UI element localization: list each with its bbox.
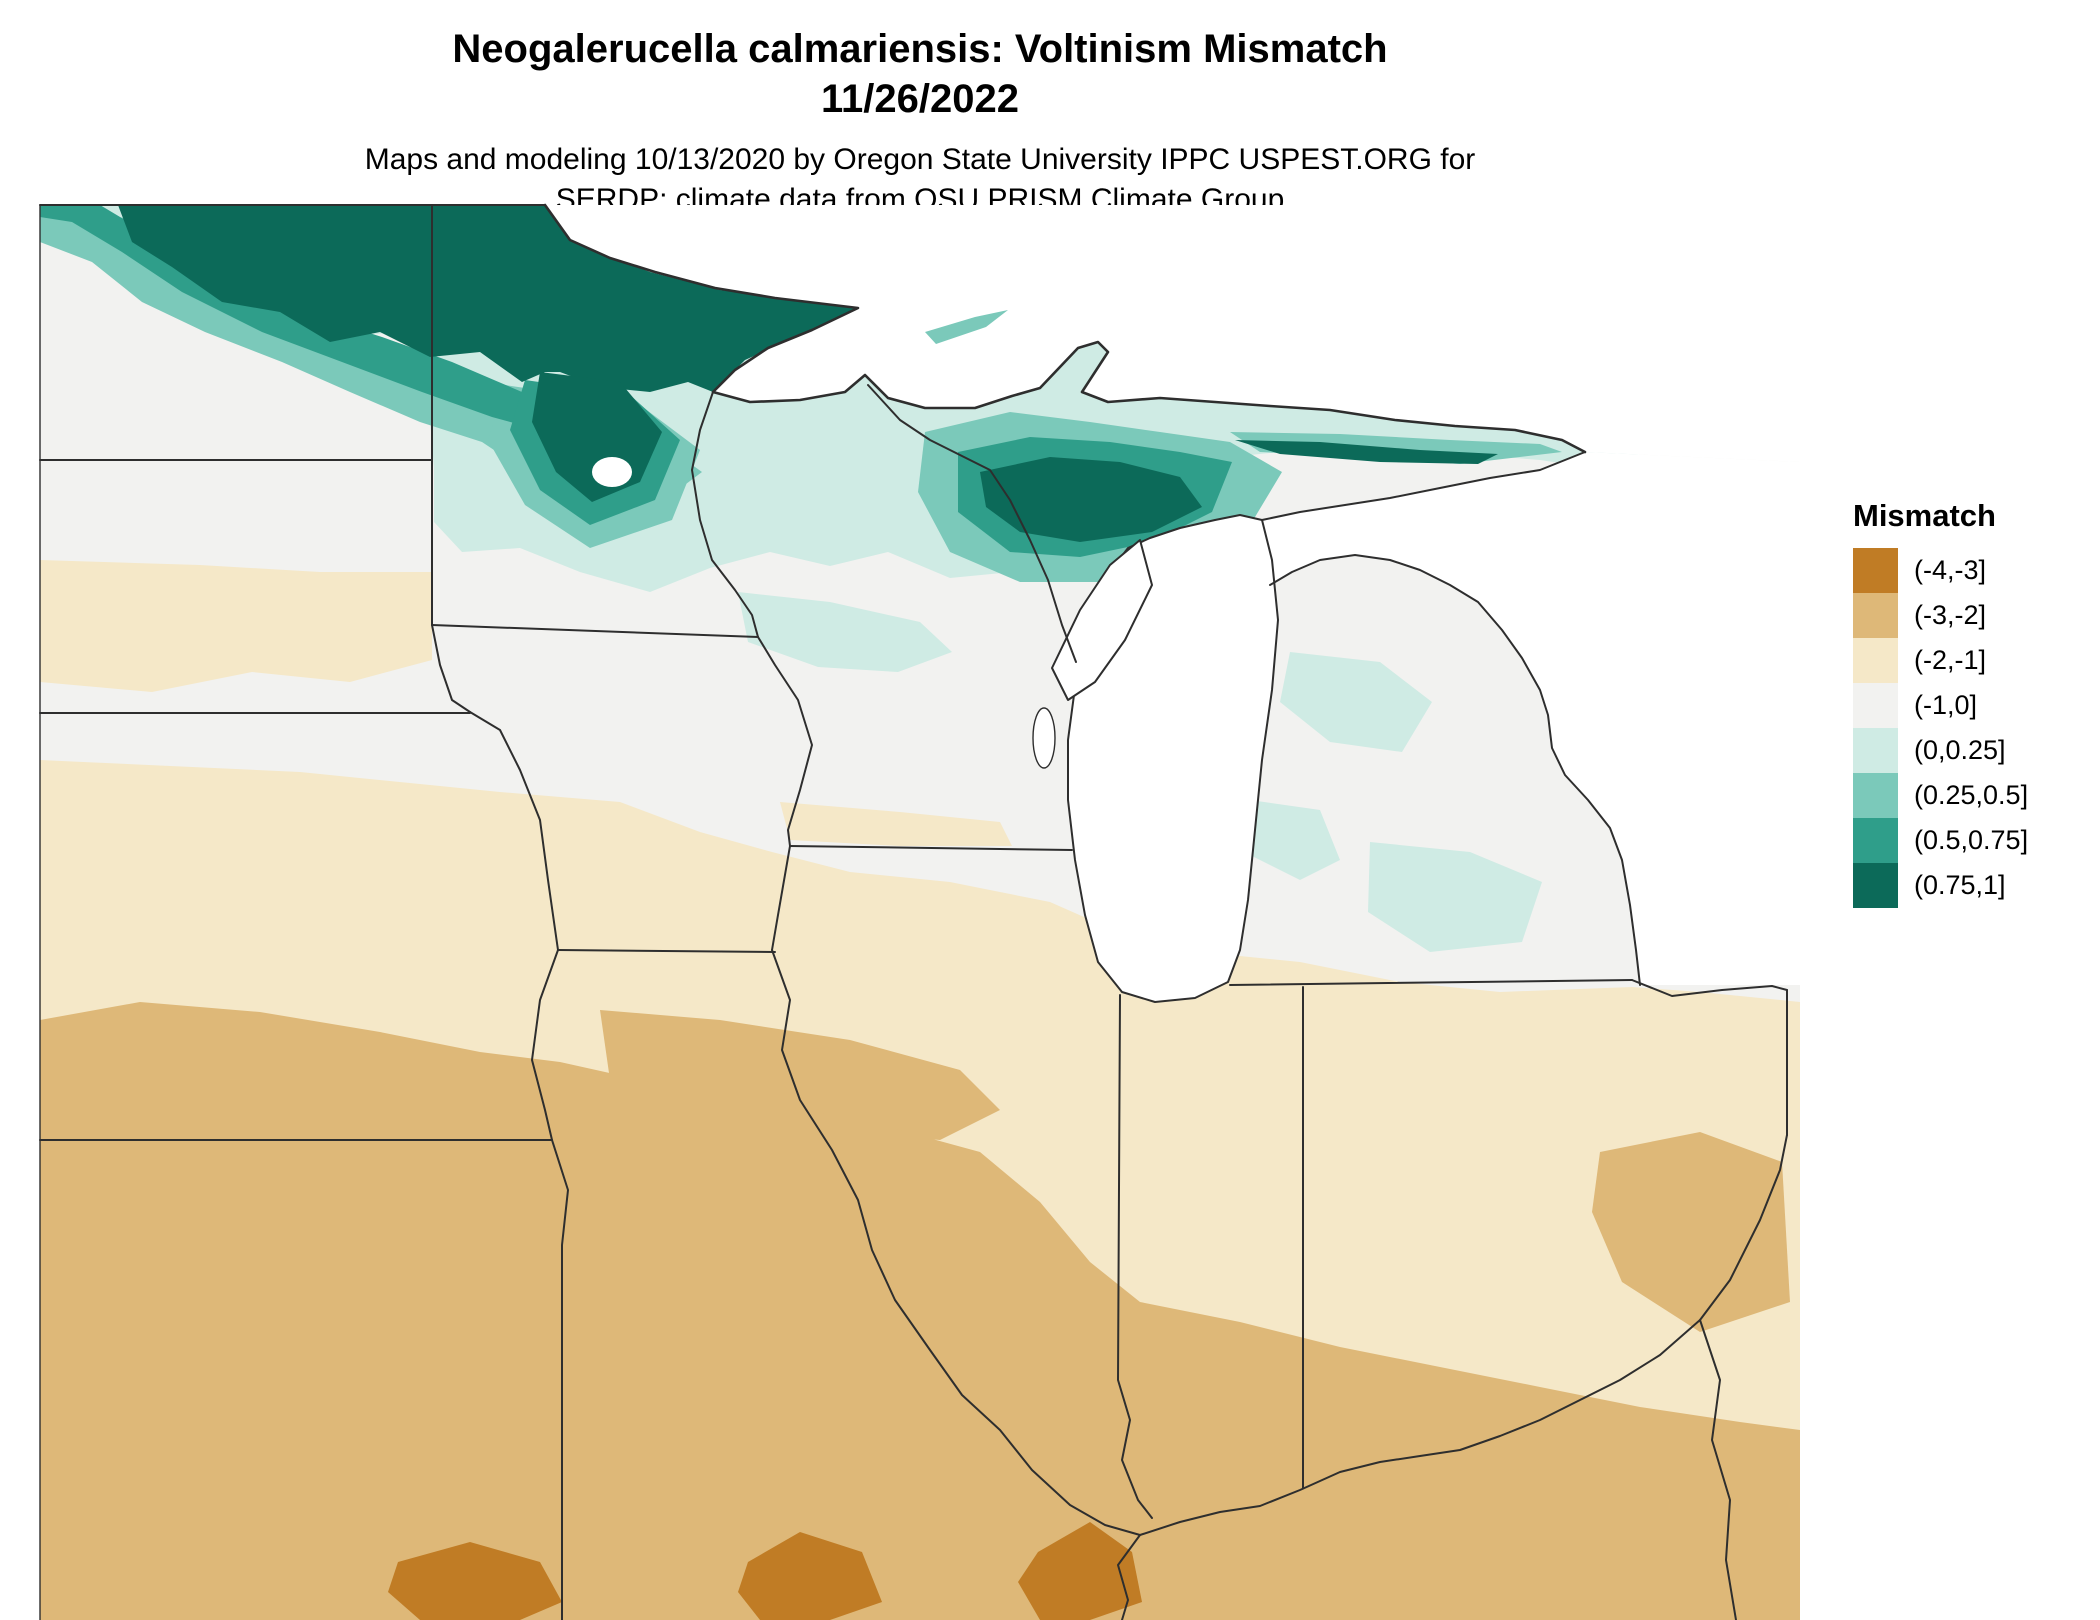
region-cream-dakotas-band <box>40 560 432 692</box>
border-il-in <box>1117 994 1153 1519</box>
legend-swatch <box>1853 683 1898 728</box>
region-teal1-central-wisconsin <box>738 592 952 672</box>
legend-item: (-4,-3] <box>1853 548 2028 593</box>
lake-mille-lacs <box>592 457 632 487</box>
legend-label: (0.75,1] <box>1914 870 2006 900</box>
lake-superior <box>545 205 1800 462</box>
legend-title: Mismatch <box>1853 498 1996 533</box>
border-wi-mi <box>867 384 1077 663</box>
map-subtitle-line1: Maps and modeling 10/13/2020 by Oregon S… <box>364 143 1476 176</box>
region-tan-southeast-ohio <box>1592 1132 1790 1332</box>
border-minnesota-south <box>431 624 759 638</box>
region-teal4-up-shore <box>1235 440 1498 464</box>
legend-swatch <box>1853 818 1898 863</box>
region-teal4-northwoods-core <box>980 457 1202 542</box>
legend-swatch <box>1853 593 1898 638</box>
legend-swatch <box>1853 548 1898 593</box>
lake-winnebago <box>1032 707 1056 769</box>
border-ohio-river <box>1139 1134 1788 1536</box>
legend-label: (0.25,0.5] <box>1914 780 2029 810</box>
legend-item: (0,0.25] <box>1853 728 2028 773</box>
border-ks-mo <box>551 1139 569 1620</box>
legend-label: (0.5,0.75] <box>1914 825 2029 855</box>
border-missouri-river-ne-ia <box>469 711 559 951</box>
border-ky-wv <box>1699 1319 1737 1620</box>
legend-label: (-3,-2] <box>1914 600 1987 630</box>
lower-michigan-east-shore <box>1269 554 1641 986</box>
legend-item: (0.25,0.5] <box>1853 773 2028 818</box>
legend-swatch <box>1853 728 1898 773</box>
legend-item: (-1,0] <box>1853 683 2028 728</box>
region-orange-southwest-missouri <box>738 1532 882 1620</box>
isle-royale <box>925 310 1008 344</box>
border-missouri-river-ne-mo <box>531 949 559 1141</box>
map-date: 11/26/2022 <box>821 77 1019 121</box>
region-orange-southeast-missouri <box>1018 1522 1142 1620</box>
border-mn-wi <box>691 391 759 638</box>
legend-label: (0,0.25] <box>1914 735 2006 765</box>
legend-item: (-3,-2] <box>1853 593 2028 638</box>
region-cream-south-wisconsin <box>780 802 1012 846</box>
legend-label: (-2,-1] <box>1914 645 1987 675</box>
region-teal1-north-lower-michigan <box>1280 652 1432 752</box>
green-bay <box>1051 539 1153 701</box>
region-teal1-west-lower-michigan <box>1250 800 1340 880</box>
legend-swatch <box>1853 638 1898 683</box>
border-iowa-south <box>557 949 776 953</box>
border-wi-il <box>789 845 1073 851</box>
border-iowa-west <box>431 624 471 713</box>
legend-label: (-4,-3] <box>1914 555 1987 585</box>
region-orange-south-kansas <box>388 1542 562 1620</box>
legend-item: (0.75,1] <box>1853 863 2028 908</box>
legend-item: (-2,-1] <box>1853 638 2028 683</box>
state-borders <box>39 204 1788 1620</box>
border-mississippi-il-mo <box>771 949 1141 1536</box>
region-teal4-northern-minnesota <box>118 205 858 392</box>
legend-swatch <box>1853 863 1898 908</box>
region-tan-main-band <box>40 1002 1800 1620</box>
legend-label: (-1,0] <box>1914 690 1978 720</box>
region-teal1-mid-lower-michigan <box>1368 842 1542 952</box>
lake-huron <box>1262 452 1800 985</box>
border-michigan-south <box>1229 979 1633 986</box>
legend: Mismatch (-4,-3] (-3,-2] (-2,-1] (-1,0] … <box>1853 498 2028 908</box>
border-lake-erie-shore <box>1631 979 1788 997</box>
lake-superior-shoreline <box>543 203 1587 454</box>
border-mississippi-south <box>1117 1534 1141 1620</box>
legend-item: (0.5,0.75] <box>1853 818 2028 863</box>
upper-peninsula-south-shore <box>1261 451 1586 521</box>
legend-swatch <box>1853 773 1898 818</box>
border-mississippi-ia-wi <box>757 636 813 951</box>
map-title: Neogalerucella calmariensis: Voltinism M… <box>452 27 1388 71</box>
